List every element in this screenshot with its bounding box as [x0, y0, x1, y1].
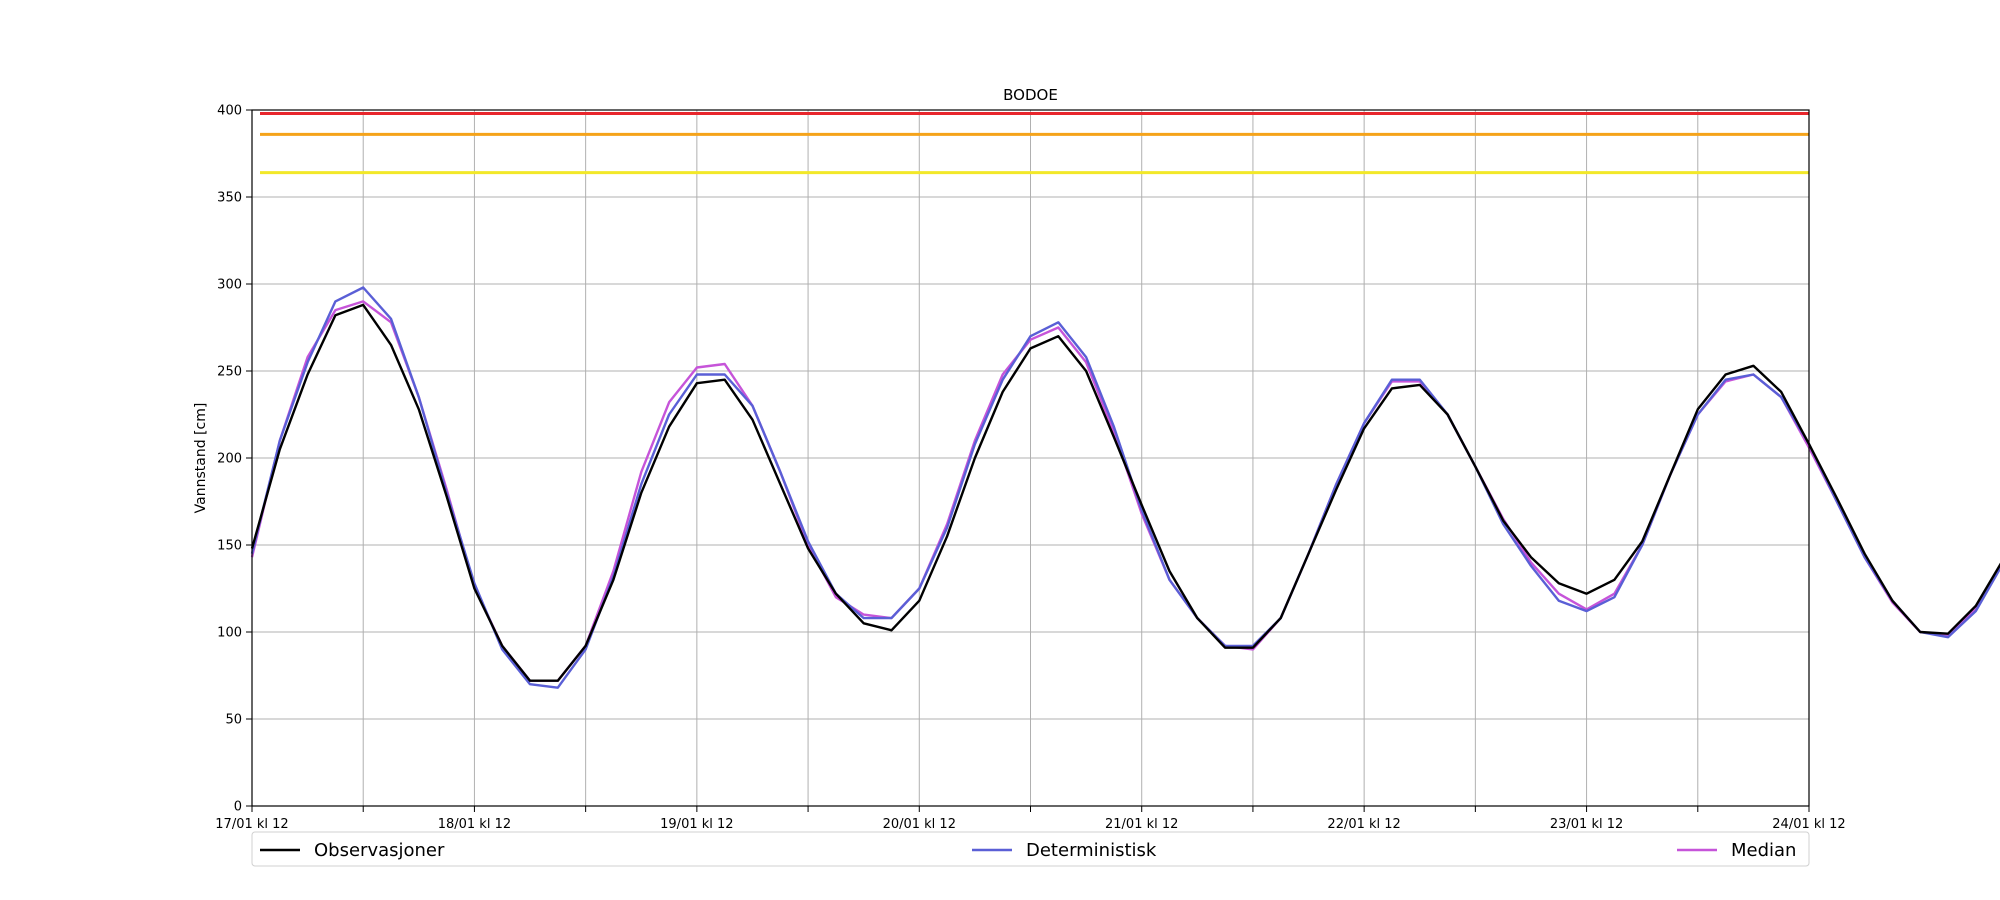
series-lines — [250, 286, 2000, 689]
y-axis-title: Vannstand [cm] — [193, 403, 209, 514]
chart-title: BODOE — [1003, 86, 1058, 104]
y-tick-label: 200 — [217, 452, 242, 467]
x-tick-label: 24/01 kl 12 — [1772, 817, 1845, 832]
y-tick-label: 300 — [217, 278, 242, 293]
x-tick-label: 18/01 kl 12 — [438, 817, 511, 832]
legend: Observasjoner Deterministisk Median — [251, 831, 1810, 867]
y-tick-label: 0 — [234, 800, 242, 815]
x-tick-label: 21/01 kl 12 — [1105, 817, 1178, 832]
y-tick-label: 250 — [217, 365, 242, 380]
y-tick-label: 100 — [217, 626, 242, 641]
series-line-deterministisk — [250, 286, 2000, 689]
legend-label: Deterministisk — [1026, 840, 1157, 861]
y-tick-label: 50 — [225, 713, 242, 728]
y-tick-label: 150 — [217, 539, 242, 554]
series-line-observasjoner — [250, 303, 2000, 682]
threshold-lines — [260, 111, 1809, 175]
x-tick-label: 22/01 kl 12 — [1327, 817, 1400, 832]
x-tick-label: 23/01 kl 12 — [1550, 817, 1623, 832]
y-tick-label: 400 — [217, 104, 242, 119]
x-tick-label: 17/01 kl 12 — [215, 817, 288, 832]
x-tick-label: 20/01 kl 12 — [883, 817, 956, 832]
x-axis: 17/01 kl 12 18/01 kl 12 19/01 kl 12 20/01 k… — [215, 806, 1846, 832]
y-tick-label: 350 — [217, 191, 242, 206]
x-tick-label: 19/01 kl 12 — [660, 817, 733, 832]
legend-label: Median — [1731, 840, 1796, 861]
legend-frame — [251, 831, 1810, 867]
legend-label: Observasjoner — [314, 840, 445, 861]
y-axis: 0 50 100 150 200 250 300 350 400 — [217, 104, 252, 815]
